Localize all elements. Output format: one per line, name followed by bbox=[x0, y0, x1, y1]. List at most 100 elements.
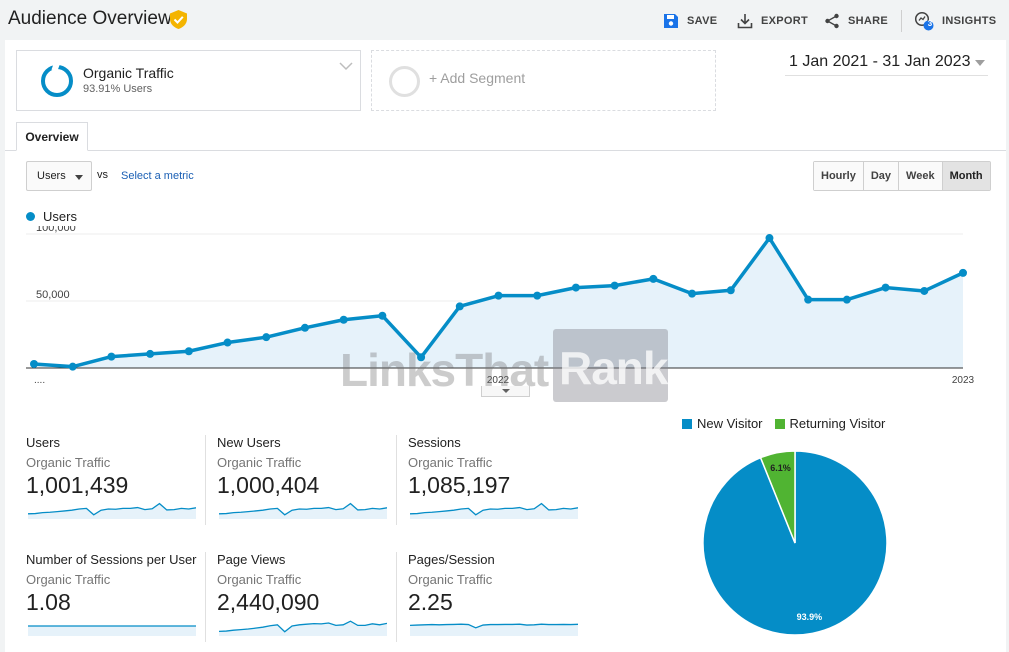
metric-sparkline bbox=[28, 625, 196, 636]
users-data-point[interactable] bbox=[339, 315, 348, 324]
caret-down-icon bbox=[502, 389, 510, 393]
metric-name: Sessions bbox=[408, 435, 461, 450]
users-data-point[interactable] bbox=[455, 302, 464, 311]
y-tick-label: 50,000 bbox=[36, 289, 70, 301]
metric-card: Users Organic Traffic 1,001,439 bbox=[26, 435, 206, 530]
users-data-point[interactable] bbox=[417, 353, 426, 362]
chart-legend: Users bbox=[26, 209, 77, 224]
segment-detail: 93.91% Users bbox=[83, 83, 153, 95]
users-data-point[interactable] bbox=[804, 295, 813, 304]
pie-slice-label: 6.1% bbox=[770, 463, 791, 473]
chart-expand-handle[interactable] bbox=[481, 386, 530, 397]
pie-slice-returning-visitor[interactable] bbox=[759, 450, 796, 544]
export-button[interactable]: EXPORT bbox=[737, 12, 808, 30]
share-icon bbox=[825, 13, 839, 29]
pie-legend: New Visitor Returning Visitor bbox=[682, 416, 885, 431]
users-data-point[interactable] bbox=[842, 295, 851, 304]
metric-segment: Organic Traffic bbox=[217, 572, 302, 587]
export-label: EXPORT bbox=[761, 15, 809, 27]
users-line-chart: 100,000 50,000.... 2022 2023 bbox=[26, 226, 975, 386]
card-divider bbox=[396, 435, 397, 525]
users-data-point[interactable] bbox=[184, 347, 193, 356]
metric-name: Page Views bbox=[217, 552, 286, 567]
card-divider bbox=[205, 435, 206, 525]
x-tick-label: 2022 bbox=[487, 375, 510, 386]
users-data-point[interactable] bbox=[300, 323, 309, 332]
card-divider bbox=[396, 552, 397, 642]
metric-sparkline bbox=[219, 502, 387, 519]
users-data-point[interactable] bbox=[223, 338, 232, 347]
tab-bar-divider bbox=[5, 150, 1006, 151]
x-tick-label: .... bbox=[34, 375, 45, 386]
card-divider bbox=[205, 552, 206, 642]
users-data-point[interactable] bbox=[920, 286, 929, 295]
pie-legend-new-visitor[interactable]: New Visitor bbox=[682, 416, 763, 431]
users-data-point[interactable] bbox=[107, 352, 116, 361]
vs-label: vs bbox=[97, 169, 108, 181]
watermark-badge-text: Rank bbox=[559, 342, 668, 394]
save-label: SAVE bbox=[687, 15, 718, 27]
users-data-point[interactable] bbox=[378, 311, 387, 320]
metric-segment: Organic Traffic bbox=[408, 455, 493, 470]
metric-card: Number of Sessions per User Organic Traff… bbox=[26, 552, 206, 647]
users-data-point[interactable] bbox=[610, 281, 619, 290]
verified-shield-icon bbox=[170, 10, 187, 29]
empty-segment-ring-icon bbox=[389, 66, 420, 97]
metric-segment: Organic Traffic bbox=[26, 455, 111, 470]
users-data-point[interactable] bbox=[571, 283, 580, 292]
users-data-point[interactable] bbox=[494, 291, 503, 300]
users-data-point[interactable] bbox=[68, 362, 77, 371]
granularity-day-button[interactable]: Day bbox=[863, 162, 900, 190]
date-range-label: 1 Jan 2021 - 31 Jan 2023 bbox=[789, 53, 971, 70]
users-data-point[interactable] bbox=[533, 291, 542, 300]
users-data-point[interactable] bbox=[959, 268, 967, 277]
metric-select[interactable]: Users bbox=[26, 161, 92, 191]
users-area-fill bbox=[34, 238, 963, 368]
add-segment-label: + Add Segment bbox=[429, 70, 526, 86]
select-metric-link[interactable]: Select a metric bbox=[121, 170, 194, 182]
pie-legend-returning-visitor[interactable]: Returning Visitor bbox=[774, 416, 885, 431]
metric-card: New Users Organic Traffic 1,000,404 bbox=[217, 435, 397, 530]
metric-segment: Organic Traffic bbox=[408, 572, 493, 587]
page-title: Audience Overview bbox=[8, 8, 172, 29]
metric-value: 1,001,439 bbox=[26, 472, 129, 498]
metric-segment: Organic Traffic bbox=[26, 572, 111, 587]
users-data-point[interactable] bbox=[146, 349, 155, 358]
metric-card: Page Views Organic Traffic 2,440,090 bbox=[217, 552, 397, 647]
users-data-point[interactable] bbox=[726, 286, 735, 295]
granularity-month-button[interactable]: Month bbox=[942, 162, 990, 190]
legend-label-users: Users bbox=[43, 209, 77, 224]
users-data-point[interactable] bbox=[649, 274, 658, 283]
save-icon bbox=[664, 14, 678, 28]
metric-name: New Users bbox=[217, 435, 281, 450]
save-button[interactable]: SAVE bbox=[663, 12, 717, 30]
users-data-point[interactable] bbox=[262, 333, 271, 342]
metric-value: 2.25 bbox=[408, 589, 453, 615]
date-range-picker[interactable]: 1 Jan 2021 - 31 Jan 2023 bbox=[785, 52, 988, 76]
insights-button[interactable]: INSIGHTS bbox=[914, 11, 996, 31]
metric-segment: Organic Traffic bbox=[217, 455, 302, 470]
granularity-toggle: Hourly Day Week Month bbox=[813, 161, 991, 191]
visitor-pie-chart: 93.9% 6.1% bbox=[702, 450, 888, 636]
users-data-point[interactable] bbox=[881, 283, 890, 292]
share-label: SHARE bbox=[848, 15, 889, 27]
segment-card-organic-traffic[interactable]: Organic Traffic 93.91% Users bbox=[16, 50, 361, 111]
legend-swatch-new-visitor bbox=[682, 418, 692, 429]
caret-down-icon bbox=[75, 175, 83, 180]
tab-overview[interactable]: Overview bbox=[16, 122, 88, 151]
insights-icon bbox=[914, 11, 934, 31]
granularity-hourly-button[interactable]: Hourly bbox=[814, 162, 864, 190]
pie-slice-label: 93.9% bbox=[797, 612, 823, 622]
chevron-down-icon[interactable] bbox=[339, 61, 353, 71]
users-data-point[interactable] bbox=[30, 359, 38, 368]
metric-sparkline bbox=[410, 502, 578, 519]
metric-value: 1,085,197 bbox=[408, 472, 511, 498]
granularity-week-button[interactable]: Week bbox=[899, 162, 943, 190]
share-button[interactable]: SHARE bbox=[824, 12, 888, 30]
report-header: Audience Overview SAVE EXPORT SHARE bbox=[0, 0, 1009, 40]
users-data-point[interactable] bbox=[688, 289, 697, 298]
users-data-point[interactable] bbox=[765, 234, 774, 243]
add-segment-button[interactable]: + Add Segment bbox=[371, 50, 716, 111]
metric-name: Users bbox=[26, 435, 60, 450]
metric-value: 1,000,404 bbox=[217, 472, 320, 498]
